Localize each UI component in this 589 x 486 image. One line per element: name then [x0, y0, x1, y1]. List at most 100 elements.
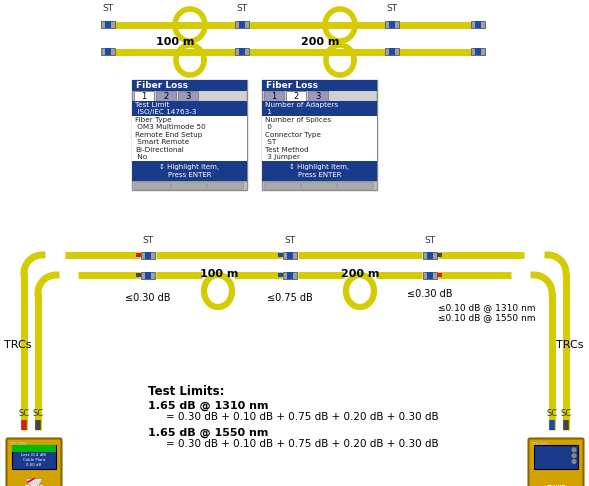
- Bar: [145, 272, 151, 278]
- Text: ST: ST: [265, 139, 276, 145]
- Text: 0: 0: [265, 124, 272, 130]
- Text: ≤0.75 dB: ≤0.75 dB: [267, 293, 313, 303]
- Text: Loss (0.4 dB): Loss (0.4 dB): [21, 453, 47, 457]
- Bar: [423, 251, 437, 259]
- Text: 2: 2: [293, 91, 299, 101]
- Bar: [132, 80, 247, 190]
- Bar: [262, 101, 377, 108]
- Wedge shape: [26, 479, 42, 486]
- Bar: [132, 108, 247, 116]
- Text: 3 Jumper: 3 Jumper: [265, 154, 300, 160]
- Bar: [105, 21, 111, 29]
- Text: 1.65 dB @ 1550 nm: 1.65 dB @ 1550 nm: [148, 428, 269, 438]
- Bar: [437, 253, 442, 257]
- Bar: [385, 21, 399, 29]
- Text: SC: SC: [18, 409, 29, 418]
- Bar: [132, 101, 247, 161]
- Bar: [262, 181, 377, 190]
- Text: ≤0.30 dB: ≤0.30 dB: [125, 293, 171, 303]
- Bar: [136, 253, 141, 257]
- Circle shape: [571, 448, 577, 452]
- Text: ST: ST: [143, 236, 154, 245]
- Bar: [101, 21, 115, 29]
- Text: Fiber Loss: Fiber Loss: [136, 81, 188, 90]
- Text: SC: SC: [547, 409, 558, 418]
- Text: SC: SC: [32, 409, 44, 418]
- Bar: [207, 182, 243, 189]
- Bar: [286, 91, 306, 101]
- Text: ST: ST: [386, 4, 398, 13]
- Text: ST: ST: [284, 236, 296, 245]
- Text: 200 m: 200 m: [301, 37, 339, 47]
- Bar: [132, 161, 247, 181]
- Bar: [105, 49, 111, 55]
- Bar: [475, 49, 481, 55]
- Text: No: No: [135, 154, 147, 160]
- Bar: [437, 273, 442, 277]
- Text: ↕ Highlight Item,
Press ENTER: ↕ Highlight Item, Press ENTER: [160, 164, 220, 178]
- Circle shape: [571, 453, 577, 458]
- Text: Fiber Loss: Fiber Loss: [266, 81, 318, 90]
- Bar: [12, 445, 56, 452]
- Bar: [283, 251, 297, 259]
- Bar: [132, 101, 247, 108]
- Bar: [141, 251, 155, 259]
- Text: ST: ST: [102, 4, 114, 13]
- Bar: [262, 101, 377, 161]
- Text: 3: 3: [186, 91, 191, 101]
- Text: ST: ST: [425, 236, 435, 245]
- Bar: [471, 49, 485, 55]
- Bar: [156, 91, 176, 101]
- Bar: [141, 272, 155, 278]
- Bar: [278, 253, 283, 257]
- Text: FLUKE: FLUKE: [546, 485, 566, 486]
- Bar: [235, 49, 249, 55]
- Text: Remote End Setup: Remote End Setup: [135, 132, 203, 138]
- Text: 1: 1: [265, 109, 272, 115]
- Bar: [427, 251, 433, 259]
- Bar: [423, 272, 437, 278]
- Bar: [239, 49, 245, 55]
- Text: Fiber Type: Fiber Type: [135, 117, 171, 123]
- Bar: [12, 445, 56, 469]
- Bar: [136, 273, 141, 277]
- Text: Cable Plant: Cable Plant: [23, 458, 45, 462]
- Text: = 0.30 dB + 0.10 dB + 0.75 dB + 0.20 dB + 0.30 dB: = 0.30 dB + 0.10 dB + 0.75 dB + 0.20 dB …: [166, 439, 439, 449]
- Text: Test Limits:: Test Limits:: [148, 385, 224, 398]
- FancyBboxPatch shape: [528, 438, 584, 486]
- Text: ≤0.10 dB @ 1550 nm: ≤0.10 dB @ 1550 nm: [438, 313, 535, 322]
- Text: TRCs: TRCs: [557, 340, 584, 350]
- Text: FLUKE: FLUKE: [24, 485, 44, 486]
- Bar: [300, 182, 336, 189]
- Bar: [308, 91, 328, 101]
- Bar: [101, 49, 115, 55]
- Bar: [389, 49, 395, 55]
- Bar: [239, 21, 245, 29]
- Bar: [132, 181, 247, 190]
- Text: 100 m: 100 m: [200, 269, 238, 279]
- Bar: [235, 21, 249, 29]
- Text: 2: 2: [163, 91, 168, 101]
- Bar: [337, 182, 373, 189]
- Bar: [134, 182, 170, 189]
- Text: TRCs: TRCs: [4, 340, 31, 350]
- Text: ISO/IEC 14763-3: ISO/IEC 14763-3: [135, 109, 197, 115]
- Text: 3: 3: [315, 91, 320, 101]
- Text: 200 m: 200 m: [341, 269, 379, 279]
- Bar: [145, 251, 151, 259]
- Text: Bi-Directional: Bi-Directional: [135, 147, 184, 153]
- Bar: [287, 251, 293, 259]
- Bar: [178, 91, 198, 101]
- Circle shape: [571, 459, 577, 464]
- Bar: [389, 21, 395, 29]
- Text: 1.65 dB @ 1310 nm: 1.65 dB @ 1310 nm: [148, 401, 269, 411]
- Bar: [262, 80, 377, 91]
- Bar: [385, 49, 399, 55]
- Text: Number of Adapters: Number of Adapters: [265, 102, 338, 108]
- Text: DTX-1800: DTX-1800: [10, 442, 27, 446]
- Bar: [262, 161, 377, 181]
- Text: 100 m: 100 m: [156, 37, 194, 47]
- Text: ↕ Highlight Item,
Press ENTER: ↕ Highlight Item, Press ENTER: [289, 164, 349, 178]
- Bar: [475, 21, 481, 29]
- Text: 0.00 dB: 0.00 dB: [27, 463, 42, 467]
